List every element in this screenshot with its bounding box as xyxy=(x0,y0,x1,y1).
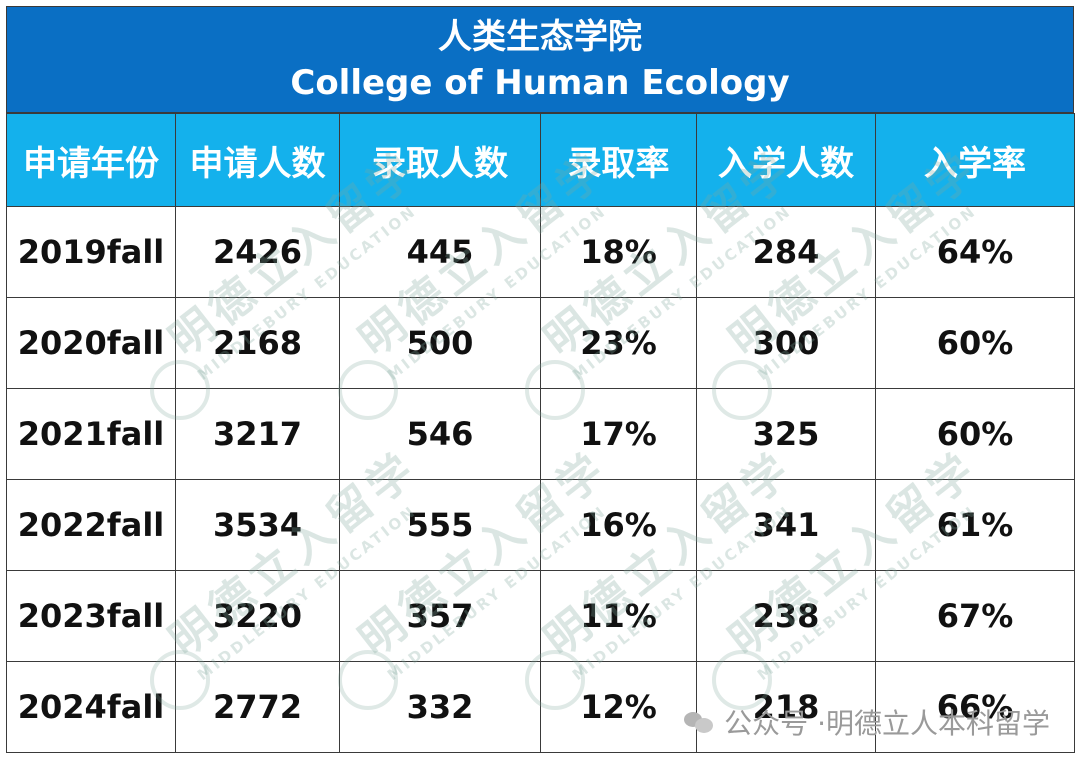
cell-yield-rate: 67% xyxy=(875,570,1075,662)
header-year: 申请年份 xyxy=(6,113,176,207)
title-cn: 人类生态学院 xyxy=(438,16,642,57)
header-admitted: 录取人数 xyxy=(339,113,541,207)
cell-enrolled: 325 xyxy=(696,388,876,480)
admissions-table: 申请年份 申请人数 录取人数 录取率 入学人数 入学率 2019fall 242… xyxy=(6,113,1075,753)
cell-admitted: 332 xyxy=(339,661,541,753)
table-row: 2023fall 3220 357 11% 238 67% xyxy=(6,570,1075,662)
title-bar: 人类生态学院 College of Human Ecology xyxy=(6,6,1074,113)
cell-admit-rate: 12% xyxy=(540,661,697,753)
cell-admitted: 445 xyxy=(339,206,541,298)
cell-enrolled: 300 xyxy=(696,297,876,389)
cell-admit-rate: 23% xyxy=(540,297,697,389)
cell-enrolled: 284 xyxy=(696,206,876,298)
cell-enrolled: 218 xyxy=(696,661,876,753)
cell-year: 2024fall xyxy=(6,661,176,753)
cell-applicants: 2168 xyxy=(175,297,340,389)
cell-yield-rate: 61% xyxy=(875,479,1075,571)
cell-admitted: 555 xyxy=(339,479,541,571)
cell-applicants: 2426 xyxy=(175,206,340,298)
header-yield-rate: 入学率 xyxy=(875,113,1075,207)
cell-year: 2019fall xyxy=(6,206,176,298)
cell-admitted: 546 xyxy=(339,388,541,480)
cell-yield-rate: 64% xyxy=(875,206,1075,298)
header-row: 申请年份 申请人数 录取人数 录取率 入学人数 入学率 xyxy=(6,113,1075,207)
cell-yield-rate: 66% xyxy=(875,661,1075,753)
cell-year: 2022fall xyxy=(6,479,176,571)
table-row: 2019fall 2426 445 18% 284 64% xyxy=(6,206,1075,298)
cell-admitted: 500 xyxy=(339,297,541,389)
cell-year: 2020fall xyxy=(6,297,176,389)
cell-admit-rate: 11% xyxy=(540,570,697,662)
cell-admit-rate: 16% xyxy=(540,479,697,571)
table-row: 2021fall 3217 546 17% 325 60% xyxy=(6,388,1075,480)
cell-applicants: 3534 xyxy=(175,479,340,571)
cell-enrolled: 341 xyxy=(696,479,876,571)
cell-applicants: 3220 xyxy=(175,570,340,662)
cell-admit-rate: 18% xyxy=(540,206,697,298)
cell-applicants: 2772 xyxy=(175,661,340,753)
cell-enrolled: 238 xyxy=(696,570,876,662)
header-admit-rate: 录取率 xyxy=(540,113,697,207)
table-row: 2020fall 2168 500 23% 300 60% xyxy=(6,297,1075,389)
cell-applicants: 3217 xyxy=(175,388,340,480)
table-row: 2024fall 2772 332 12% 218 66% xyxy=(6,661,1075,753)
cell-admitted: 357 xyxy=(339,570,541,662)
title-en: College of Human Ecology xyxy=(290,62,790,103)
cell-year: 2021fall xyxy=(6,388,176,480)
table-frame: 人类生态学院 College of Human Ecology 申请年份 申请人… xyxy=(6,6,1075,758)
table-row: 2022fall 3534 555 16% 341 61% xyxy=(6,479,1075,571)
cell-admit-rate: 17% xyxy=(540,388,697,480)
header-enrolled: 入学人数 xyxy=(696,113,876,207)
cell-yield-rate: 60% xyxy=(875,388,1075,480)
cell-year: 2023fall xyxy=(6,570,176,662)
cell-yield-rate: 60% xyxy=(875,297,1075,389)
header-applicants: 申请人数 xyxy=(175,113,340,207)
